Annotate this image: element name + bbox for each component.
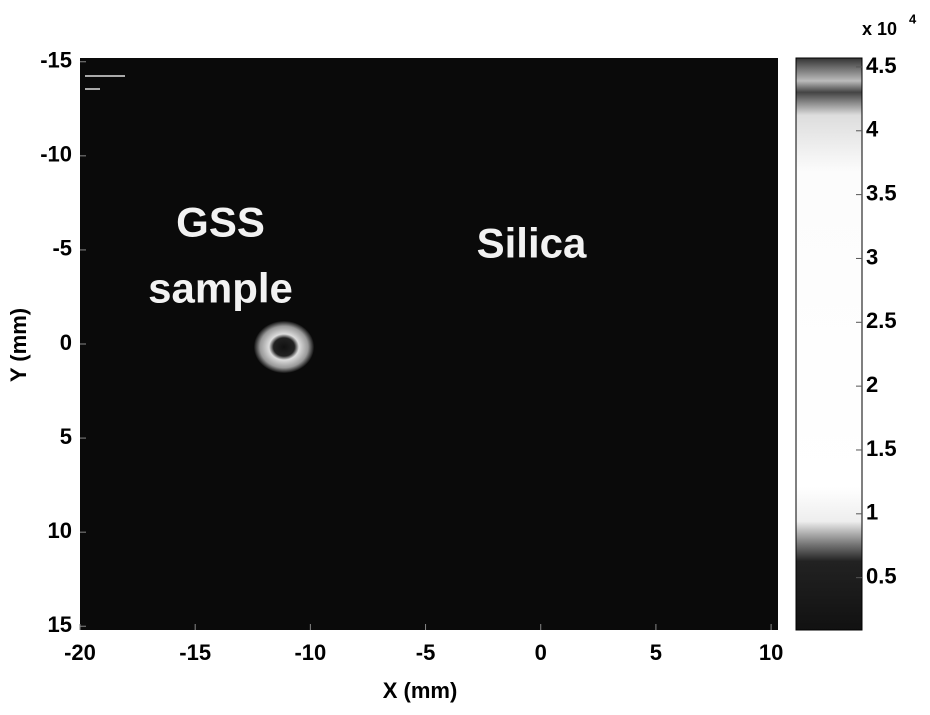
y-tick-label: 15 <box>48 612 72 637</box>
colorbar-tick-label: 3 <box>866 244 878 269</box>
colorbar-tick-label: 1 <box>866 500 878 525</box>
x-tick-label: 5 <box>650 640 662 665</box>
x-tick-label: -10 <box>294 640 326 665</box>
colorbar-tick-label: 0.5 <box>866 563 897 588</box>
x-tick-label: 10 <box>759 640 783 665</box>
sample-spot <box>254 321 314 373</box>
x-tick-label: -20 <box>64 640 96 665</box>
y-tick-label: 10 <box>48 518 72 543</box>
x-tick-label: -15 <box>179 640 211 665</box>
plot-area <box>80 58 778 630</box>
colorbar-tick-label: 3.5 <box>866 180 897 205</box>
y-tick-label: 0 <box>60 330 72 355</box>
colorbar-multiplier: x 10 <box>862 19 897 39</box>
colorbar <box>795 57 863 631</box>
colorbar-exponent: 4 <box>909 11 917 26</box>
x-tick-label: 0 <box>535 640 547 665</box>
colorbar-tick-label: 4.5 <box>866 53 897 78</box>
annotation: sample <box>148 264 293 311</box>
y-tick-label: -15 <box>40 48 72 73</box>
colorbar-tick-label: 4 <box>866 117 879 142</box>
y-tick-label: 5 <box>60 424 72 449</box>
image-artifact <box>85 75 125 77</box>
y-tick-label: -5 <box>52 236 72 261</box>
colorbar-tick-label: 2.5 <box>866 308 897 333</box>
x-tick-label: -5 <box>416 640 436 665</box>
y-tick-label: -10 <box>40 142 72 167</box>
image-field <box>80 58 778 630</box>
annotation: GSS <box>176 199 265 246</box>
colorbar-tick-label: 2 <box>866 372 878 397</box>
colorbar-tick-label: 1.5 <box>866 436 897 461</box>
annotation: Silica <box>477 219 587 266</box>
image-artifact <box>85 88 100 90</box>
x-axis-label: X (mm) <box>383 678 458 703</box>
y-axis-label: Y (mm) <box>6 308 31 382</box>
